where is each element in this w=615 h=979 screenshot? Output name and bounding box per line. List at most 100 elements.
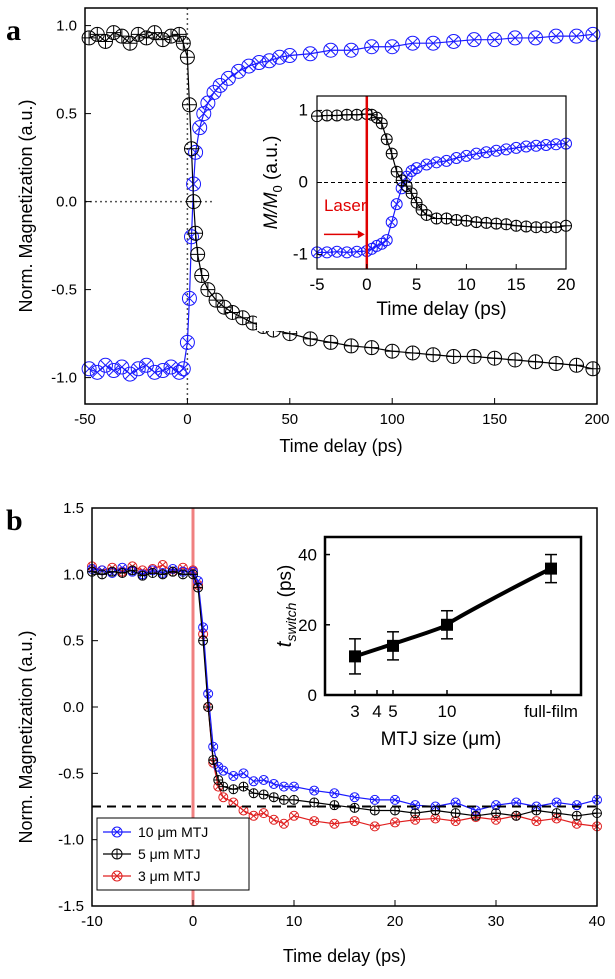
data-point — [450, 808, 461, 819]
inset-x-tick-label: 10 — [438, 702, 457, 721]
marker-cross — [208, 755, 218, 765]
marker-cross — [351, 109, 363, 121]
marker-cross — [411, 197, 423, 209]
x-tick-label: 150 — [482, 411, 507, 428]
data-point — [186, 194, 202, 210]
inset-x-tick-label: 15 — [507, 275, 526, 294]
inset-x-tick-label: 10 — [457, 275, 476, 294]
data-point — [350, 108, 363, 121]
marker-cross — [470, 216, 482, 228]
marker-ring — [446, 33, 462, 49]
marker-cross — [330, 789, 338, 797]
data-point — [551, 808, 562, 819]
marker-cross — [269, 792, 279, 802]
marker-cross — [569, 358, 584, 373]
data-point — [268, 792, 279, 803]
marker-cross — [159, 561, 167, 569]
data-point — [127, 565, 138, 576]
marker-cross — [250, 812, 258, 820]
data-point — [272, 49, 288, 65]
inset-y-tick-label: 20 — [298, 616, 317, 635]
marker-cross — [172, 27, 187, 42]
marker-cross — [467, 349, 482, 364]
data-point — [122, 35, 138, 51]
y-tick-label: 0.5 — [63, 633, 84, 650]
marker-cross — [113, 828, 121, 836]
marker-cross — [480, 217, 492, 229]
marker-ring — [340, 246, 353, 259]
data-point — [446, 33, 462, 49]
marker-ring — [330, 245, 343, 258]
data-point — [171, 26, 187, 42]
marker-ring — [420, 158, 433, 171]
inset-x-tick-label: 4 — [372, 702, 381, 721]
marker-ring — [329, 818, 340, 829]
data-point — [320, 246, 333, 259]
marker-cross — [214, 763, 222, 771]
marker-ring — [585, 26, 601, 42]
marker-cross — [250, 777, 258, 785]
data-point — [147, 568, 158, 579]
marker-cross — [462, 151, 471, 161]
marker-ring — [350, 245, 363, 258]
y-tick-label: -1.0 — [58, 832, 84, 849]
marker-cross — [540, 221, 552, 233]
marker-cross — [364, 340, 379, 355]
marker-cross — [422, 160, 431, 169]
series-line-2 — [91, 569, 598, 817]
inset-x-tick-label: 0 — [362, 275, 371, 294]
legend-marker — [111, 870, 123, 882]
y-tick-label: -1.5 — [58, 898, 84, 915]
marker-ring — [320, 246, 333, 259]
x-axis-title: Time delay (ps) — [279, 436, 402, 456]
data-point — [500, 218, 513, 231]
series-line-1 — [91, 567, 598, 812]
data-point — [261, 53, 277, 69]
inset-data-point — [441, 618, 453, 631]
marker-ring — [238, 768, 249, 779]
marker-ring — [550, 138, 563, 151]
marker-cross — [188, 569, 198, 579]
marker-ring — [540, 139, 553, 152]
marker-ring — [323, 42, 339, 58]
marker-cross — [235, 310, 250, 325]
marker-cross — [208, 87, 220, 98]
marker-cross — [432, 158, 441, 167]
marker-cross — [573, 820, 581, 828]
legend-marker — [111, 826, 123, 838]
data-point — [369, 805, 380, 816]
data-point — [430, 805, 441, 816]
marker-cross — [118, 564, 126, 572]
data-point — [302, 46, 318, 62]
marker-ring — [181, 290, 197, 306]
data-point — [320, 109, 333, 122]
marker-ring — [450, 151, 463, 164]
marker-cross — [259, 790, 269, 800]
marker-cross — [329, 800, 339, 810]
data-point — [530, 139, 543, 152]
marker-ring — [466, 32, 482, 48]
marker-cross — [407, 37, 418, 49]
data-point — [340, 246, 353, 259]
marker-cross — [194, 268, 209, 283]
marker-cross — [511, 811, 521, 821]
marker-ring — [384, 39, 400, 55]
data-point — [440, 212, 453, 225]
marker-ring — [81, 361, 97, 377]
marker-cross — [223, 73, 234, 84]
marker-ring — [130, 361, 146, 377]
x-axis-title: Time delay (ps) — [283, 946, 406, 966]
data-point — [491, 808, 501, 819]
marker-cross — [107, 567, 117, 577]
inset-x-tick-label: 3 — [350, 702, 359, 721]
data-point — [330, 245, 343, 258]
marker-cross — [377, 239, 386, 248]
marker-cross — [391, 818, 399, 826]
marker-cross — [430, 805, 440, 815]
marker-cross — [351, 793, 359, 801]
legend-label: 5 μm MTJ — [138, 846, 201, 862]
marker-cross — [229, 799, 237, 807]
marker-ring — [405, 35, 421, 51]
data-point — [530, 221, 543, 234]
marker-cross — [500, 218, 512, 230]
